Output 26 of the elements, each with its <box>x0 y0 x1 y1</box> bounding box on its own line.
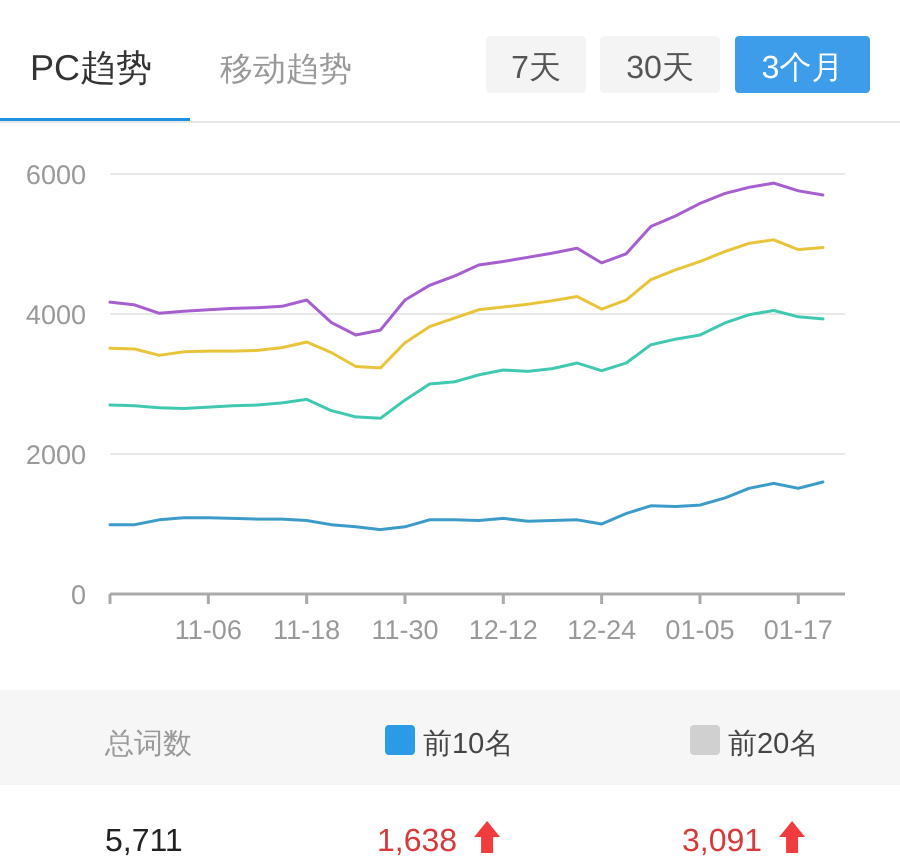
line-series <box>108 309 824 420</box>
line-series <box>108 238 824 370</box>
category-label: 前10名 <box>423 728 514 760</box>
text: 30天 <box>626 49 694 85</box>
y-tick-label: 0 <box>70 580 86 610</box>
chart-title: PC趋势 <box>30 47 152 88</box>
x-tick-label: 01-05 <box>665 615 734 645</box>
category-label: 前20名 <box>728 728 818 760</box>
text: 5,711 <box>105 822 183 858</box>
x-tick-label: 11-06 <box>174 615 242 645</box>
text: 3,091 <box>682 822 762 858</box>
x-tick-label: 12-24 <box>567 615 636 645</box>
text: 3个月 <box>762 49 844 85</box>
y-tick-label: 2000 <box>26 440 86 470</box>
text: 移动趋势 <box>220 50 352 87</box>
text: 1,638 <box>377 822 458 858</box>
line-series <box>108 182 824 336</box>
y-tick-label: 4000 <box>26 300 86 330</box>
x-tick-label: 12-12 <box>468 615 538 645</box>
x-tick-label: 01-17 <box>764 615 833 645</box>
y-tick-label: 6000 <box>26 160 86 190</box>
x-tick-label: 11-18 <box>273 615 340 645</box>
line-series <box>108 480 824 532</box>
x-tick-label: 11-30 <box>371 615 439 645</box>
category-label: 总词数 <box>104 728 192 760</box>
text: 7天 <box>511 49 561 85</box>
